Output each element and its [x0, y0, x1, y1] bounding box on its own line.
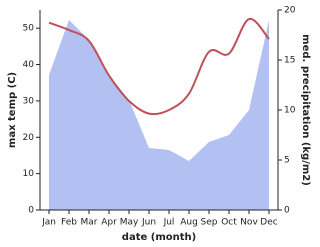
x-tick-label: Dec: [260, 218, 277, 228]
y2-tick-label: 0: [284, 206, 290, 216]
temp-line: [48, 18, 270, 116]
y2-tick-label: 15: [284, 56, 295, 66]
y2-tick-label: 20: [284, 6, 296, 16]
y2-axis-label: med. precipitation (kg/m2): [300, 34, 311, 186]
x-tick-label: Mar: [81, 218, 98, 228]
y-tick-label: 10: [23, 169, 35, 179]
y2-tick-label: 5: [284, 156, 290, 166]
x-tick-label: Aug: [180, 218, 198, 228]
x-tick-label: May: [120, 218, 139, 228]
x-tick-label: Nov: [240, 218, 258, 228]
x-tick-label: Jul: [163, 218, 175, 228]
y-tick-label: 40: [23, 60, 35, 70]
x-tick-label: Sep: [201, 218, 218, 228]
y-tick-label: 20: [23, 133, 35, 143]
y-tick-label: 50: [23, 24, 35, 34]
y-tick-label: 30: [23, 96, 35, 106]
y-tick-label: 0: [28, 206, 34, 216]
y-axis-label: max temp (C): [7, 72, 18, 148]
x-tick-label: Jan: [41, 218, 56, 228]
x-axis-label: date (month): [122, 232, 196, 243]
precipitation-area: [49, 20, 269, 210]
x-tick-label: Jun: [141, 218, 156, 228]
y2-tick-label: 10: [284, 106, 296, 116]
x-tick-label: Apr: [101, 218, 117, 228]
x-tick-label: Oct: [221, 218, 237, 228]
x-tick-label: Feb: [61, 218, 77, 228]
